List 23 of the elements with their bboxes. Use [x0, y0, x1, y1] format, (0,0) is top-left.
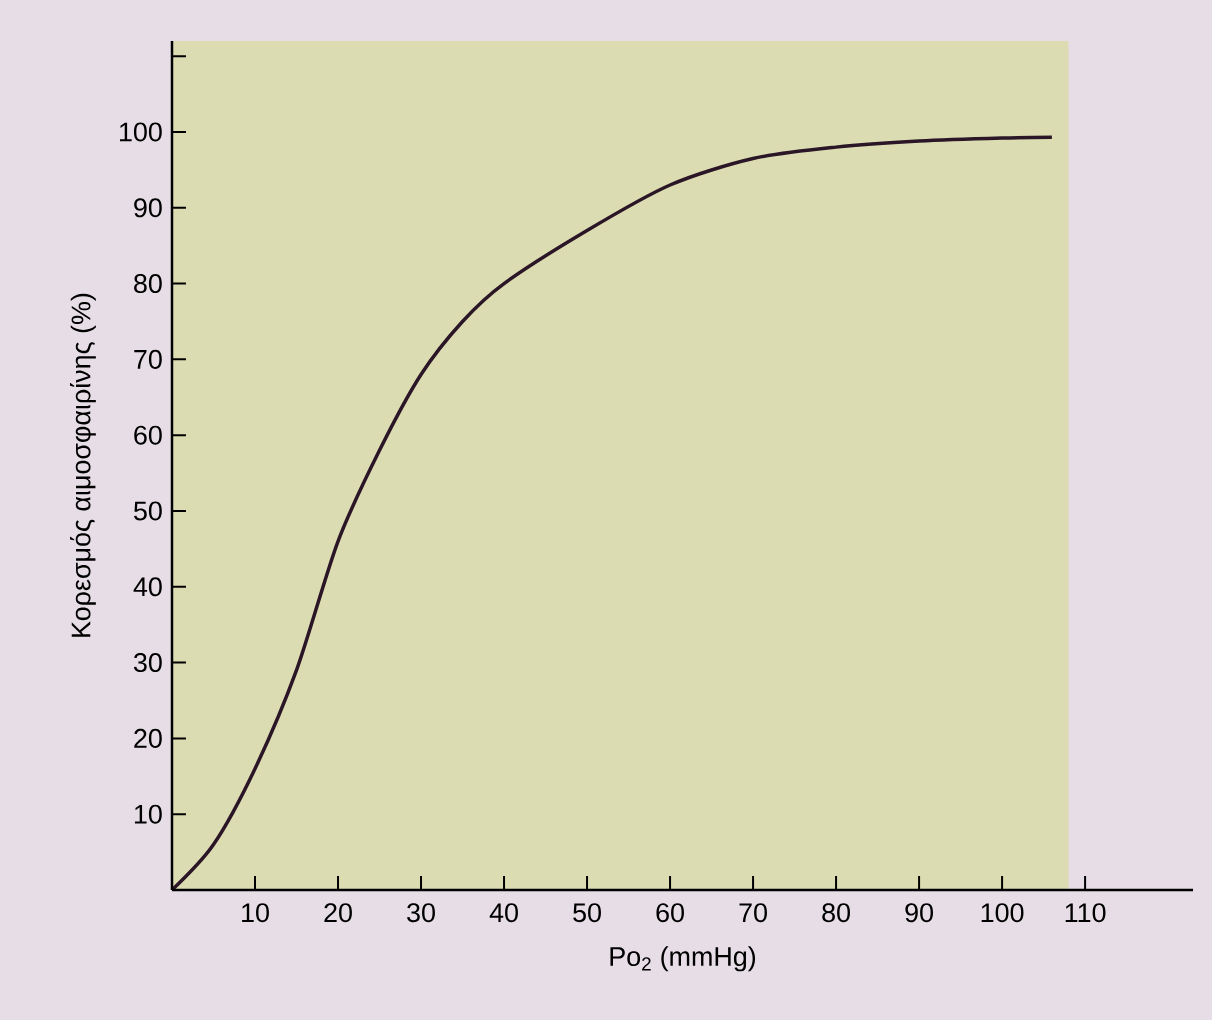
y-tick-label: 30: [133, 653, 162, 673]
y-tick-label: 100: [120, 122, 162, 142]
x-tick-label: 70: [739, 903, 767, 923]
x-tick-label: 40: [489, 903, 518, 923]
x-tick-label: 20: [324, 903, 352, 923]
x-tick-label: 110: [1065, 903, 1106, 923]
x-tick-label: 50: [573, 903, 601, 923]
y-tick-label: 10: [134, 804, 162, 824]
y-tick-label: 60: [134, 425, 162, 445]
y-tick-label: 40: [133, 577, 162, 597]
x-tick-label: 100: [981, 903, 1024, 923]
y-axis-title: Κορεσμός αιμοσφαιρίνης (%): [69, 293, 96, 637]
y-tick-label: 90: [134, 198, 162, 218]
x-axis-title: Po$_{2}$ (mmHg): [610, 946, 756, 972]
y-tick-label: 50: [133, 501, 162, 521]
x-tick-label: 80: [822, 903, 850, 923]
x-tick-label: 30: [407, 903, 435, 923]
x-tick-label: 10: [242, 903, 269, 923]
y-tick-label: 80: [134, 274, 162, 294]
x-tick-label: 60: [656, 903, 684, 923]
x-tick-label: 90: [905, 903, 933, 923]
y-tick-label: 20: [134, 728, 162, 748]
y-tick-label: 70: [134, 349, 162, 369]
